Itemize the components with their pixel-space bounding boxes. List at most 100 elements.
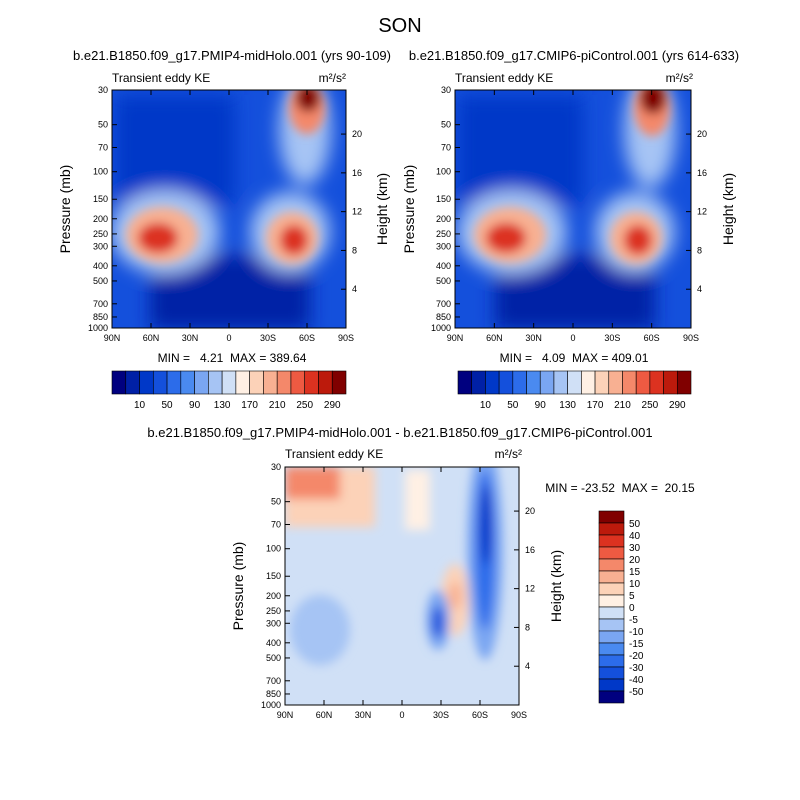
panel-1-sh-jet-core (280, 225, 308, 255)
y2-tick-label: 12 (352, 207, 362, 217)
colorbar-swatch (598, 690, 625, 704)
x-tick-label: 30N (525, 333, 542, 343)
y-tick-label: 700 (93, 299, 108, 309)
x-tick-label: 60N (143, 333, 160, 343)
panel-2-units: m²/s² (666, 71, 693, 85)
colorbar-swatch (290, 370, 306, 395)
colorbar-label: 20 (629, 555, 641, 566)
colorbar-swatch (598, 642, 625, 656)
panel-1-y2label: Height (km) (374, 173, 390, 245)
y-tick-label: 150 (93, 194, 108, 204)
panel-3-ylabel: Pressure (mb) (230, 542, 246, 631)
panel-3-stats: MIN = -23.52 MAX = 20.15 (545, 481, 695, 495)
colorbar-label: 210 (614, 400, 631, 411)
colorbar-swatch (221, 370, 237, 395)
y2-tick-label: 12 (697, 207, 707, 217)
colorbar-swatch (180, 370, 195, 395)
colorbar-label: -50 (629, 687, 644, 698)
y-tick-label: 30 (441, 85, 451, 95)
x-tick-label: 30N (182, 333, 199, 343)
x-tick-label: 0 (226, 333, 231, 343)
y-tick-label: 400 (266, 638, 281, 648)
y-tick-label: 70 (271, 520, 281, 530)
colorbar-swatch (208, 370, 223, 395)
x-tick-label: 60N (316, 710, 333, 720)
colorbar-swatch (318, 370, 333, 395)
colorbar-swatch (512, 370, 527, 395)
colorbar-swatch (598, 666, 625, 680)
y-tick-label: 100 (93, 167, 108, 177)
colorbar-swatch (331, 370, 347, 395)
x-tick-label: 90N (277, 710, 294, 720)
panel-2-title: b.e21.B1850.f09_g17.CMIP6-piControl.001 … (409, 48, 739, 63)
colorbar-swatch (598, 522, 625, 536)
colorbar-swatch (663, 370, 678, 395)
colorbar-label: 210 (269, 400, 286, 411)
panel-3-sub-pos-core (449, 582, 461, 610)
colorbar-swatch (139, 370, 154, 395)
colorbar-swatch (581, 370, 596, 395)
panel-2-field (455, 90, 691, 328)
y-tick-label: 850 (436, 312, 451, 322)
y-tick-label: 250 (436, 229, 451, 239)
colorbar-label: 50 (161, 400, 173, 411)
figure-title: SON (378, 15, 421, 37)
colorbar-swatch (598, 534, 625, 548)
panel-1-left-label: Transient eddy KE (112, 71, 210, 85)
colorbar-2: 10 50 90 130 170 210 250 290 (457, 370, 692, 411)
colorbar-swatch (457, 370, 473, 395)
panel-3-title: b.e21.B1850.f09_g17.PMIP4-midHolo.001 - … (147, 425, 652, 440)
panel-1-field (112, 90, 346, 328)
y-tick-label: 70 (98, 143, 108, 153)
colorbar-swatch (235, 370, 250, 395)
panel-1: b.e21.B1850.f09_g17.PMIP4-midHolo.001 (y… (57, 48, 391, 365)
colorbar-label: 10 (629, 579, 641, 590)
colorbar-swatch (598, 618, 625, 632)
colorbar-swatch (598, 606, 625, 620)
colorbar-label: -30 (629, 663, 644, 674)
colorbar-label: 15 (629, 567, 641, 578)
panel-1-ylabel: Pressure (mb) (57, 165, 73, 254)
panel-3-left-label: Transient eddy KE (285, 447, 383, 461)
colorbar-swatch (598, 558, 625, 572)
y2-tick-label: 16 (525, 545, 535, 555)
colorbar-label: 290 (324, 400, 341, 411)
panel-2-nh-deep-blue-region (458, 95, 583, 205)
panel-1-nh-jet-core (138, 223, 178, 253)
y2-tick-label: 4 (697, 284, 702, 294)
y2-tick-label: 16 (352, 168, 362, 178)
colorbar-label: 250 (642, 400, 659, 411)
colorbar-label: 170 (241, 400, 258, 411)
colorbar-swatch (598, 594, 625, 608)
x-tick-label: 30N (355, 710, 372, 720)
panel-3: b.e21.B1850.f09_g17.PMIP4-midHolo.001 - … (147, 425, 695, 706)
panel-2-stats: MIN = 4.09 MAX = 409.01 (500, 351, 649, 365)
colorbar-label: 10 (480, 400, 492, 411)
x-tick-label: 90S (511, 710, 527, 720)
y-tick-label: 30 (98, 85, 108, 95)
x-tick-label: 0 (570, 333, 575, 343)
colorbar-swatch (598, 546, 625, 560)
colorbar-label: 10 (134, 400, 146, 411)
colorbar-label: 50 (629, 519, 641, 530)
y-tick-label: 100 (436, 167, 451, 177)
colorbar-swatch (526, 370, 541, 395)
colorbar-swatch (598, 510, 625, 524)
y-tick-label: 500 (266, 653, 281, 663)
y-tick-label: 500 (436, 276, 451, 286)
y-tick-label: 700 (436, 299, 451, 309)
y2-tick-label: 12 (525, 584, 535, 594)
colorbar-swatch (598, 582, 625, 596)
y-tick-label: 300 (436, 241, 451, 251)
x-tick-label: 60S (644, 333, 660, 343)
y2-tick-label: 16 (697, 168, 707, 178)
x-tick-label: 90S (338, 333, 354, 343)
colorbar-swatch (539, 370, 555, 395)
y-tick-label: 1000 (431, 323, 451, 333)
colorbar-swatch (194, 370, 209, 395)
y2-tick-label: 20 (525, 506, 535, 516)
colorbar-label: 5 (629, 591, 635, 602)
y-tick-label: 30 (271, 462, 281, 472)
colorbar-swatch (249, 370, 264, 395)
